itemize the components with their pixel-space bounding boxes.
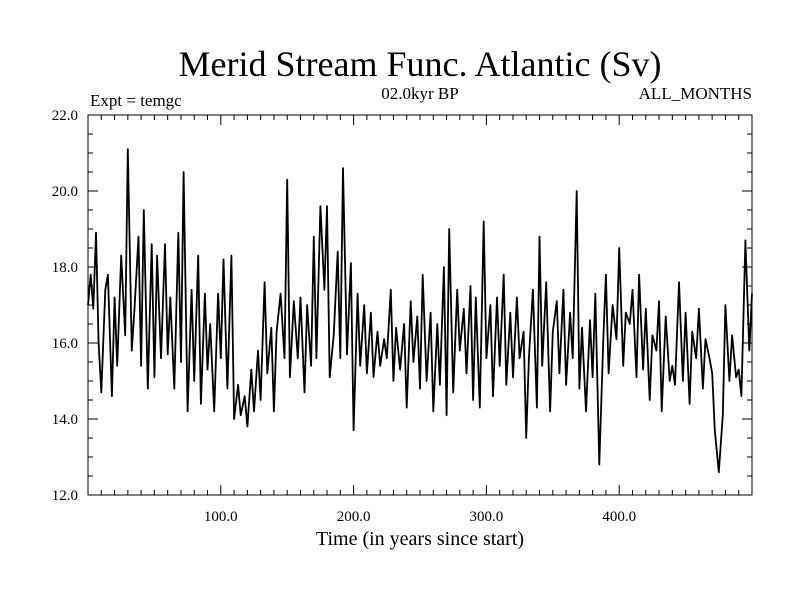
x-tick-label: 100.0: [204, 509, 238, 525]
series-line-0: [87, 148, 753, 474]
period-label: 02.0kyr BP: [381, 84, 458, 103]
y-tick-label: 16.0: [52, 336, 78, 352]
x-axis-label: Time (in years since start): [316, 528, 524, 550]
y-tick-label: 22.0: [52, 108, 78, 124]
x-tick-label: 200.0: [337, 509, 371, 525]
plot-frame: [87, 114, 753, 496]
y-tick-label: 12.0: [52, 488, 78, 504]
chart-title: Merid Stream Func. Atlantic (Sv): [179, 44, 662, 84]
plot-area: [87, 148, 753, 474]
x-tick-label: 400.0: [602, 509, 636, 525]
experiment-label: Expt = temgc: [90, 91, 182, 110]
y-axis: 12.0 14.0 16.0 18.0 20.0 22.0: [52, 108, 752, 504]
y-tick-label: 18.0: [52, 260, 78, 276]
y-tick-label: 14.0: [52, 412, 78, 428]
x-tick-label: 300.0: [470, 509, 504, 525]
y-tick-label: 20.0: [52, 184, 78, 200]
months-label: ALL_MONTHS: [639, 84, 752, 103]
x-axis: 100.0 200.0 300.0 400.0: [100, 115, 740, 525]
